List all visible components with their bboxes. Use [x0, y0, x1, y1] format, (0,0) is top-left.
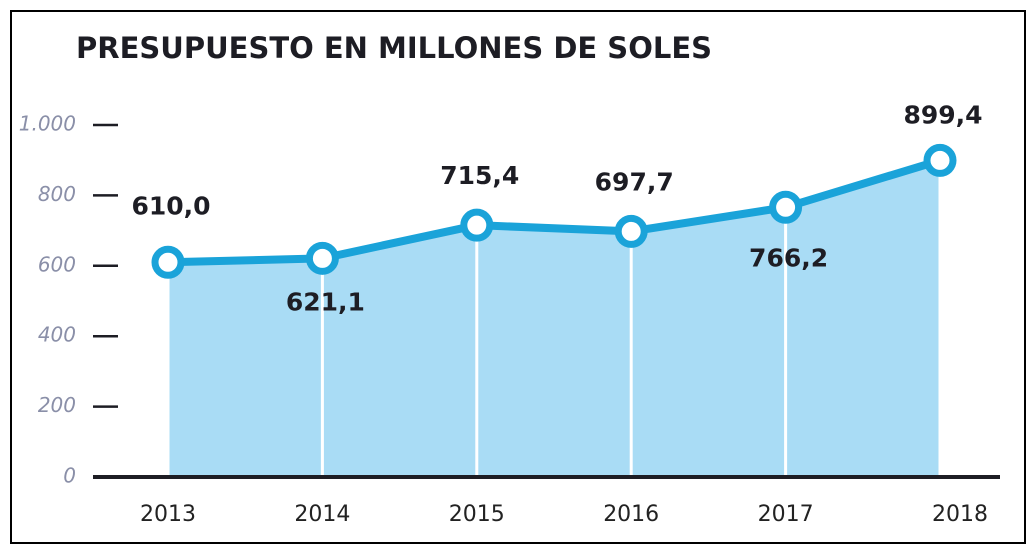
x-tick-label: 2013	[140, 502, 196, 527]
x-tick-label: 2017	[758, 502, 814, 527]
y-tick-label: 800	[38, 182, 76, 206]
x-tick-label: 2014	[294, 502, 350, 527]
value-label: 715,4	[440, 161, 519, 190]
line	[167, 156, 942, 267]
y-tick-label: 200	[38, 393, 76, 417]
y-tick-label: 1.000	[19, 112, 76, 136]
value-label: 766,2	[749, 243, 828, 272]
point	[769, 190, 803, 224]
y-tick-label: 400	[38, 323, 76, 347]
point	[305, 241, 339, 275]
point	[614, 214, 648, 248]
point	[151, 245, 185, 279]
y-tick-label: 600	[38, 252, 76, 276]
point	[460, 208, 494, 242]
value-label: 899,4	[903, 100, 982, 129]
x-tick-label: 2015	[449, 502, 505, 527]
area	[168, 160, 940, 477]
chart-title: PRESUPUESTO EN MILLONES DE SOLES	[76, 31, 712, 65]
value-label: 610,0	[131, 191, 210, 220]
value-label: 697,7	[595, 167, 674, 196]
y-tick-label: 0	[63, 464, 76, 488]
x-tick-label: 2016	[603, 502, 659, 527]
value-label: 621,1	[286, 287, 365, 316]
point	[923, 143, 957, 177]
x-tick-label: 2018	[932, 502, 988, 527]
